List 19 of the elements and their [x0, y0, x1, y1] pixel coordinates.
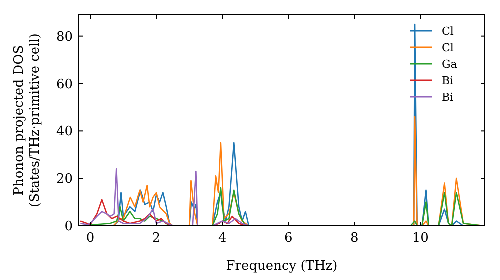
- x-tick-label: 10: [412, 231, 429, 246]
- legend-label: Ga: [442, 58, 458, 71]
- y-tick-label: 20: [56, 172, 73, 188]
- y-axis-title: Phonon projected DOS (States/THz·primitive cell): [12, 33, 43, 208]
- y-tick-label: 40: [56, 124, 73, 140]
- legend-label: Bi: [442, 91, 454, 104]
- x-axis-title: Frequency (THz): [226, 259, 338, 274]
- x-tick-label: 0: [86, 231, 95, 246]
- legend-label: Bi: [442, 74, 454, 88]
- y-tick-label: 0: [64, 220, 73, 234]
- x-tick-label: 8: [350, 231, 359, 246]
- x-tick-label: 2: [152, 231, 161, 246]
- line-series: [80, 168, 250, 226]
- x-tick-label: 4: [218, 231, 227, 246]
- y-tick-label: 80: [56, 30, 73, 45]
- legend-label: Cl: [442, 25, 454, 38]
- x-tick-label: 6: [284, 231, 293, 246]
- legend-label: Cl: [442, 42, 454, 54]
- y-tick-label: 60: [56, 77, 73, 92]
